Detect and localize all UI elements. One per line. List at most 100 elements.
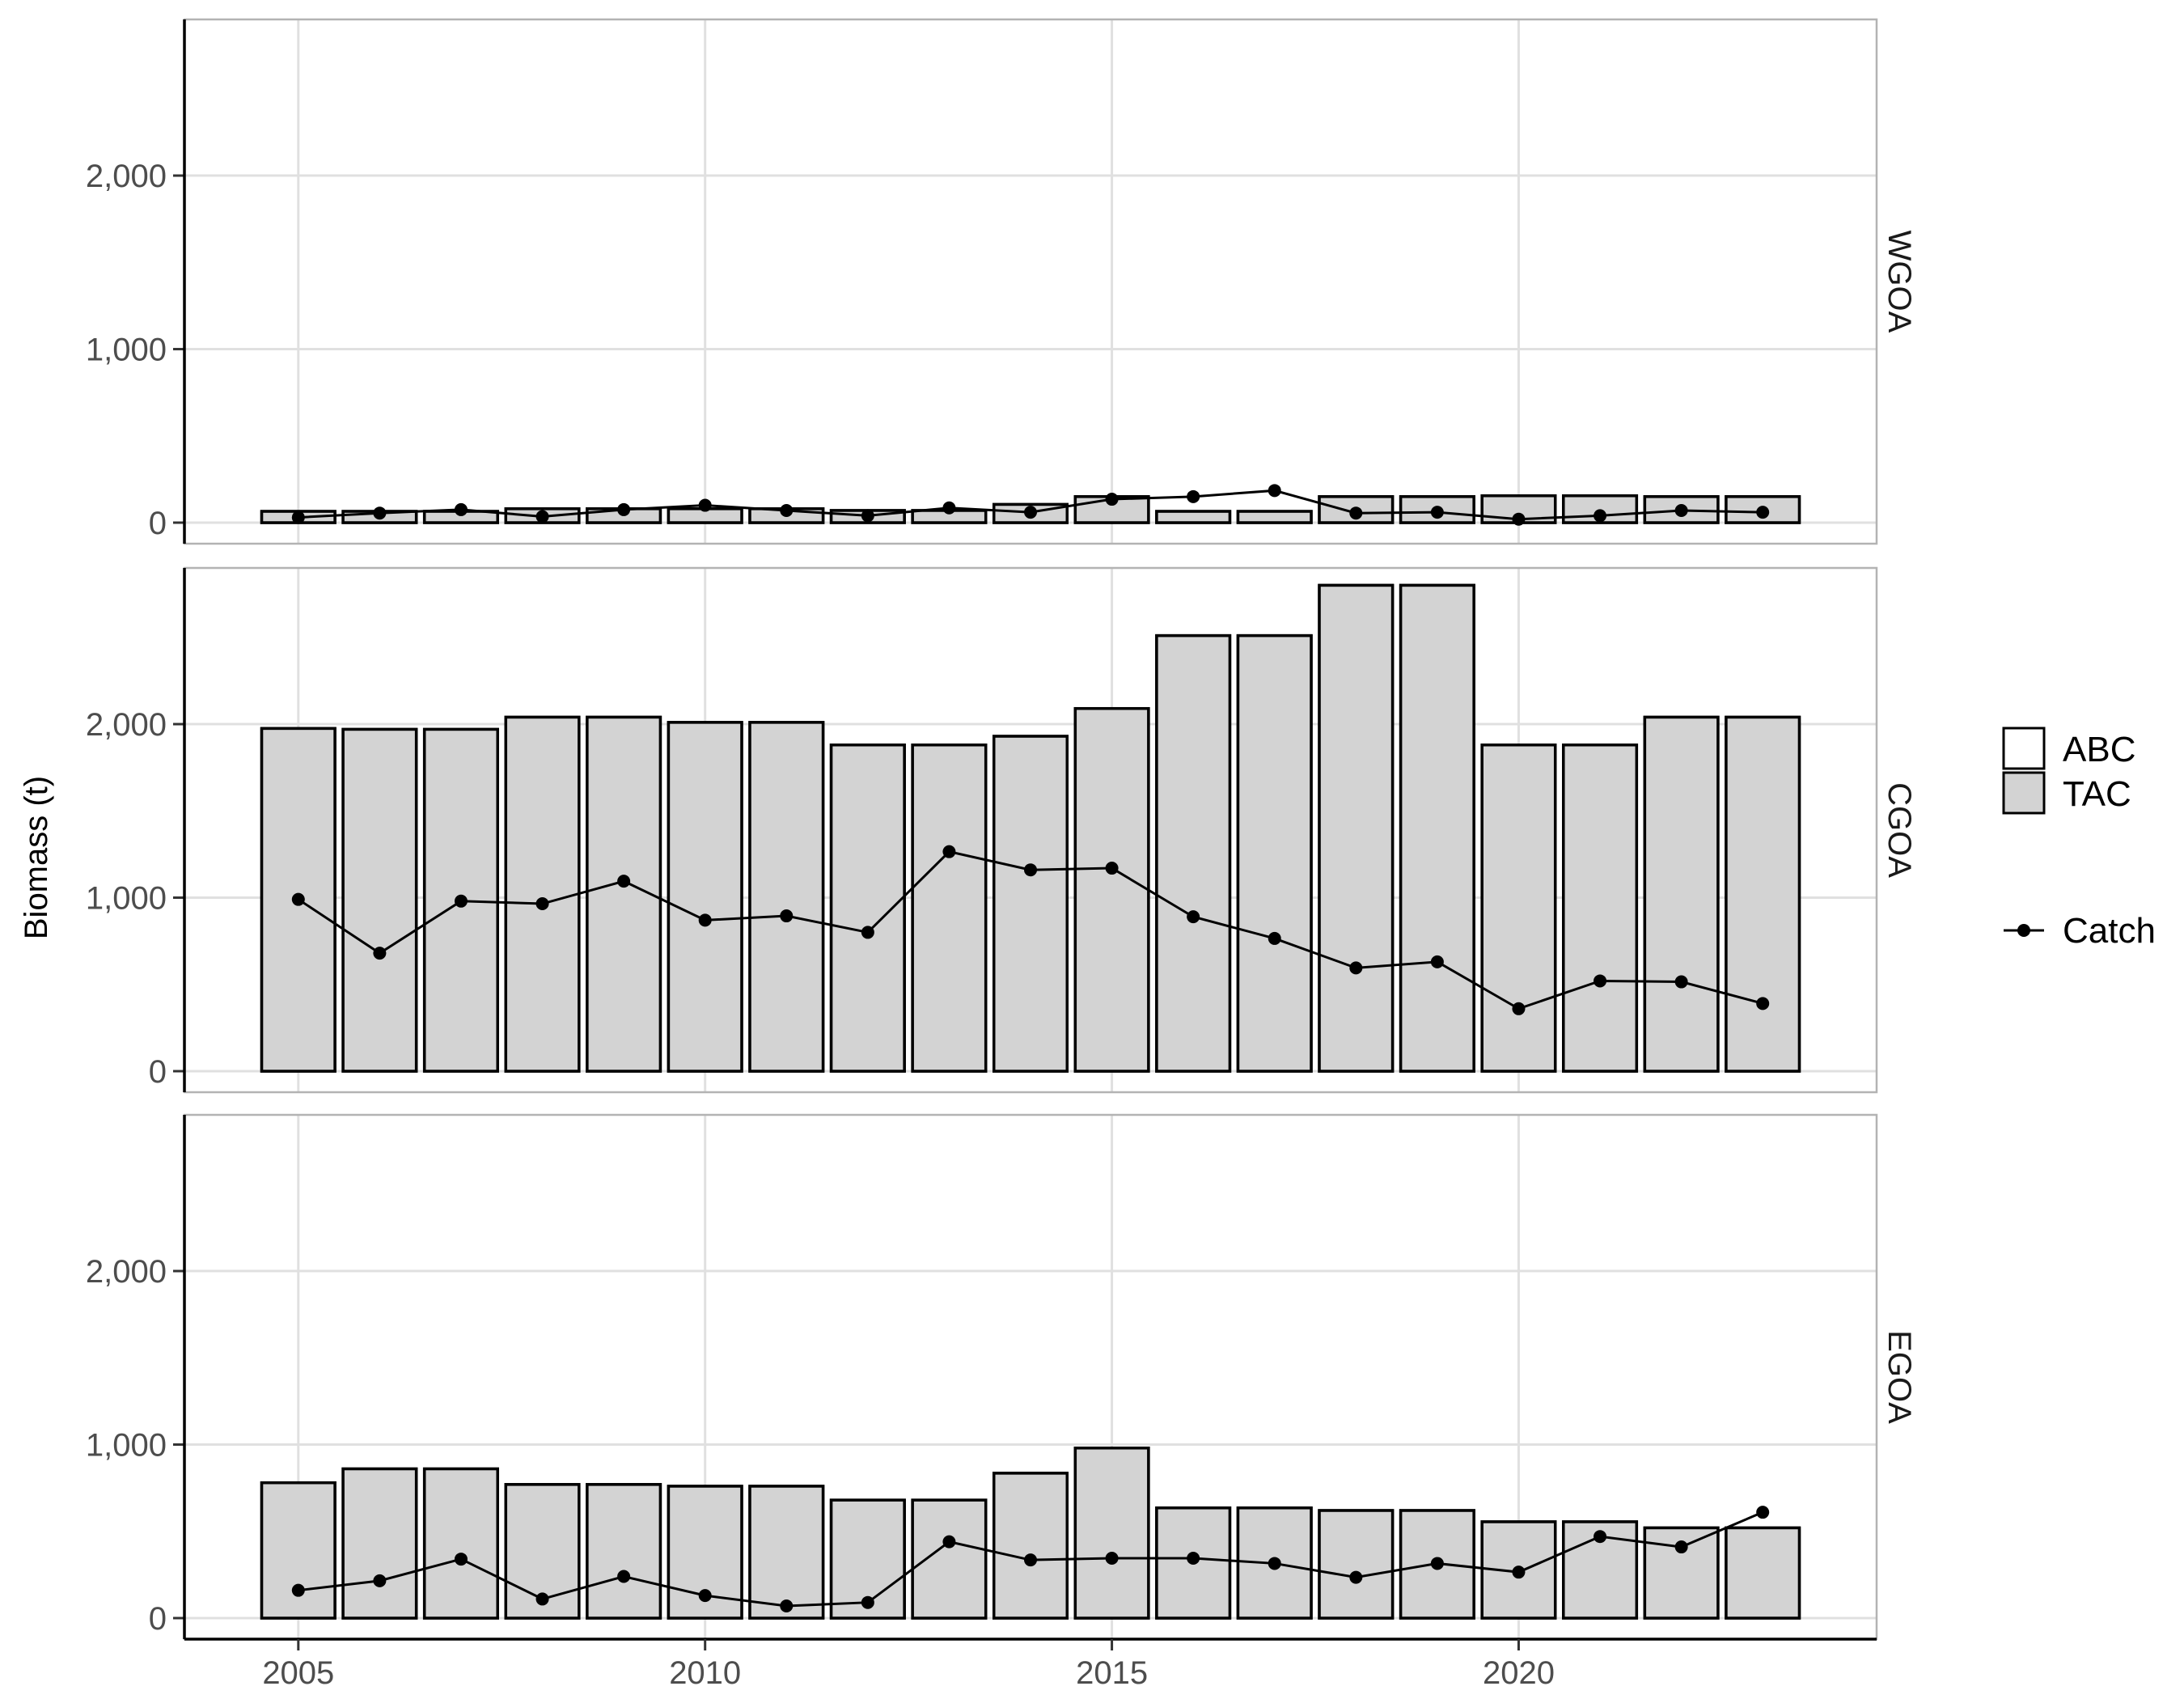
- catch-point-2015: [1105, 1552, 1119, 1566]
- bar-tac-2017: [1236, 510, 1313, 524]
- catch-point-2023: [1756, 1506, 1770, 1519]
- catch-point-2021: [1594, 1530, 1607, 1544]
- catch-point-2005: [291, 892, 305, 906]
- catch-point-2014: [1024, 506, 1037, 519]
- bar-tac-2023: [1725, 715, 1801, 1073]
- catch-point-2011: [780, 909, 794, 923]
- catch-point-2006: [373, 506, 387, 520]
- catch-point-2019: [1430, 506, 1444, 519]
- catch-point-2023: [1756, 997, 1770, 1011]
- bar-tac-2014: [992, 735, 1069, 1073]
- legend-label-abc: ABC: [2063, 730, 2135, 769]
- catch-point-2009: [617, 875, 631, 888]
- catch-point-2015: [1105, 862, 1119, 875]
- catch-point-2018: [1349, 961, 1363, 975]
- x-tick-label: 2020: [1483, 1655, 1555, 1691]
- bar-tac-2023: [1725, 1526, 1801, 1620]
- legend: ABC TAC Catch: [2002, 727, 2156, 951]
- y-axis-title: Biomass (t): [19, 776, 54, 939]
- catch-point-2019: [1430, 955, 1444, 968]
- bar-tac-2006: [341, 727, 418, 1073]
- bar-tac-2015: [1073, 1447, 1150, 1620]
- y-tick-label: 2,000: [86, 707, 167, 743]
- catch-point-2012: [861, 926, 874, 939]
- catch-point-2020: [1512, 1002, 1526, 1015]
- y-tick-label: 0: [149, 1054, 167, 1090]
- catch-point-2012: [861, 1595, 874, 1609]
- catch-point-2011: [780, 503, 794, 517]
- x-tick-label: 2010: [669, 1655, 741, 1691]
- catch-point-2021: [1594, 509, 1607, 523]
- bar-tac-2007: [422, 727, 499, 1073]
- catch-point-2008: [535, 1592, 549, 1606]
- panels: 0 1,000 2,000 WGOA 0 1,000 2,000 CGOA 0 1,000 2,00…: [86, 18, 1917, 1641]
- catch-point-2013: [942, 1535, 956, 1549]
- legend-label-catch: Catch: [2063, 911, 2156, 951]
- panel-egoa: 0 1,000 2,000 EGOA: [86, 1113, 1917, 1641]
- catch-point-2012: [861, 509, 874, 523]
- legend-key-tac: [2002, 771, 2046, 815]
- catch-point-2022: [1674, 975, 1688, 989]
- catch-point-2007: [454, 502, 468, 516]
- bar-tac-2009: [586, 1483, 662, 1620]
- bar-tac-2022: [1643, 715, 1720, 1073]
- legend-key-abc: [2002, 727, 2046, 770]
- bar-tac-2008: [504, 715, 581, 1073]
- catch-point-2006: [373, 1574, 387, 1587]
- catch-point-2018: [1349, 1570, 1363, 1584]
- catch-point-2015: [1105, 493, 1119, 506]
- catch-point-2017: [1268, 484, 1281, 498]
- bar-tac-2017: [1236, 633, 1313, 1073]
- x-tick-label: 2015: [1076, 1655, 1148, 1691]
- bar-tac-2007: [422, 1467, 499, 1620]
- catch-point-2010: [698, 498, 712, 512]
- catch-point-2016: [1187, 910, 1200, 924]
- bar-tac-2021: [1562, 744, 1639, 1073]
- bar-tac-2020: [1480, 744, 1557, 1073]
- catch-point-2014: [1024, 863, 1037, 877]
- bar-tac-2018: [1318, 583, 1395, 1073]
- catch-point-2014: [1024, 1553, 1037, 1567]
- legend-label-tac: TAC: [2063, 774, 2131, 814]
- catch-point-2017: [1268, 1557, 1281, 1570]
- y-tick-label: 0: [149, 1601, 167, 1637]
- catch-point-2022: [1674, 1540, 1688, 1554]
- catch-point-2022: [1674, 503, 1688, 517]
- bar-tac-2011: [748, 721, 825, 1073]
- y-tick-label: 2,000: [86, 159, 167, 194]
- catch-point-2005: [291, 511, 305, 524]
- catch-point-2013: [942, 845, 956, 858]
- catch-point-2020: [1512, 1566, 1526, 1579]
- bar-tac-2021: [1562, 1520, 1639, 1620]
- bar-tac-2013: [911, 744, 988, 1073]
- legend-key-catch-point: [2017, 924, 2030, 937]
- catch-point-2005: [291, 1583, 305, 1597]
- x-tick-label: 2005: [262, 1655, 334, 1691]
- panel-wgoa: 0 1,000 2,000 WGOA: [86, 18, 1917, 545]
- bar-tac-2013: [911, 1498, 988, 1620]
- catch-point-2017: [1268, 931, 1281, 945]
- catch-point-2021: [1594, 974, 1607, 988]
- bar-tac-2015: [1073, 706, 1150, 1073]
- catch-point-2016: [1187, 489, 1200, 503]
- bar-tac-2006: [341, 1467, 418, 1620]
- catch-point-2018: [1349, 506, 1363, 520]
- y-tick-label: 1,000: [86, 1428, 167, 1464]
- catch-point-2008: [535, 510, 549, 523]
- catch-point-2010: [698, 913, 712, 927]
- bar-tac-2014: [992, 1472, 1069, 1620]
- catch-point-2009: [617, 1570, 631, 1583]
- bar-tac-2010: [667, 721, 743, 1073]
- catch-point-2019: [1430, 1557, 1444, 1570]
- strip-label-egoa: EGOA: [1881, 1330, 1917, 1424]
- catch-point-2013: [942, 501, 956, 515]
- bar-tac-2018: [1318, 1509, 1395, 1620]
- y-tick-label: 0: [149, 506, 167, 541]
- strip-label-cgoa: CGOA: [1881, 782, 1917, 878]
- catch-point-2007: [454, 1553, 468, 1566]
- bar-tac-2016: [1155, 510, 1232, 524]
- bar-tac-2021: [1562, 494, 1639, 524]
- catch-point-2016: [1187, 1552, 1200, 1566]
- catch-point-2023: [1756, 506, 1770, 519]
